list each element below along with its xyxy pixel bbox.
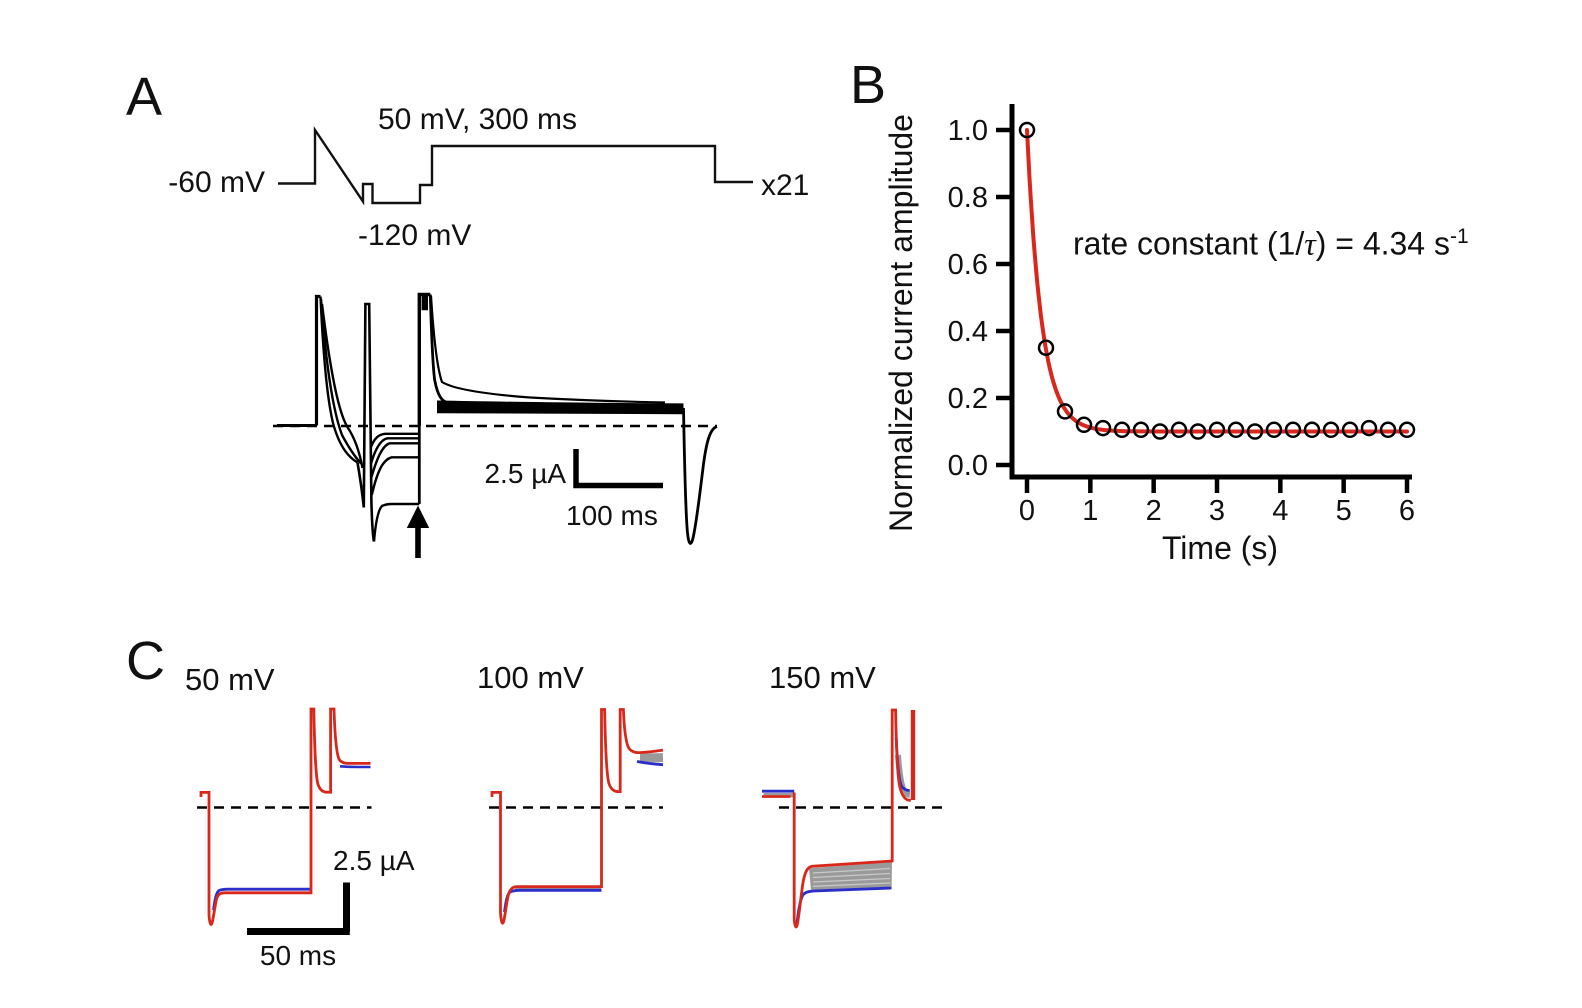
data-point	[1284, 421, 1302, 439]
data-point	[1341, 421, 1359, 439]
data-point	[1151, 423, 1169, 440]
panelA-scale-bar	[573, 449, 663, 489]
exponential-fit-line	[1025, 128, 1409, 434]
annotation-mid: ) = 4.34 s	[1315, 225, 1450, 262]
panel-label-b: B	[850, 55, 887, 115]
rate-constant-annotation: rate constant (1/τ) = 4.34 s-1	[1073, 226, 1469, 260]
data-point	[1018, 121, 1036, 139]
data-point	[1113, 421, 1131, 439]
steady-state-current-band	[437, 400, 684, 415]
data-point	[1037, 339, 1055, 357]
data-point	[1189, 423, 1207, 440]
trace-label-50mv: 50 mV	[185, 662, 275, 697]
hyperpolarization-label: -120 mV	[358, 219, 472, 252]
panelA-current-scale-label: 2.5 µA	[484, 458, 566, 489]
panel-label-a: A	[126, 67, 163, 127]
x-tick-label: 1	[1082, 495, 1098, 527]
data-point	[1265, 421, 1283, 439]
x-tick-label: 5	[1336, 495, 1352, 527]
trace-label-100mv: 100 mV	[477, 660, 584, 695]
holding-potential-label: -60 mV	[168, 166, 265, 199]
y-tick-label: 0.6	[948, 249, 988, 281]
data-point	[1227, 421, 1245, 439]
y-axis-title: Normalized current amplitude	[883, 114, 919, 532]
panelC-traces	[197, 707, 949, 935]
trace-label-150mv: 150 mV	[769, 660, 876, 695]
trace-50mV	[199, 707, 371, 926]
panelB-plot	[1018, 121, 1416, 440]
y-tick-label: 1.0	[948, 115, 988, 147]
data-point	[1398, 421, 1416, 439]
panelB-ticks: 0.0 0.2 0.4 0.6 0.8 1.0 0 1 2 3 4 5 6	[948, 115, 1415, 527]
panel-label-c: C	[126, 631, 165, 691]
data-point	[1303, 421, 1321, 439]
data-point	[1246, 423, 1264, 440]
stimulus-arrow-icon	[406, 505, 430, 558]
x-axis-title: Time (s)	[1161, 530, 1279, 566]
y-tick-label: 0.0	[948, 450, 988, 482]
x-tick-label: 0	[1019, 495, 1035, 527]
data-point	[1360, 419, 1378, 437]
tau-symbol: τ	[1304, 225, 1316, 262]
x-tick-label: 3	[1209, 495, 1225, 527]
data-point	[1132, 421, 1150, 439]
panelC-time-scale-label: 50 ms	[259, 940, 337, 971]
panelA-time-scale-label: 100 ms	[566, 500, 658, 531]
panelC-scale-bar	[247, 882, 350, 935]
x-tick-label: 6	[1399, 495, 1415, 527]
annotation-exponent: -1	[1449, 225, 1469, 248]
sweep-count-label: x21	[761, 169, 810, 202]
test-step-label: 50 mV, 300 ms	[378, 103, 577, 136]
panelB-axes	[1009, 104, 1412, 480]
panelC-current-scale-label: 2.5 µA	[333, 845, 415, 876]
annotation-prefix: rate constant (1/	[1073, 225, 1305, 262]
panelA-current-traces	[273, 292, 718, 545]
x-tick-label: 2	[1146, 495, 1162, 527]
data-point	[1322, 421, 1340, 439]
y-tick-label: 0.4	[948, 316, 988, 348]
data-point	[1170, 421, 1188, 439]
y-tick-label: 0.8	[948, 182, 988, 214]
trace-150mV	[762, 708, 916, 929]
data-point	[1094, 419, 1112, 437]
data-point	[1208, 421, 1226, 439]
voltage-protocol-waveform	[278, 126, 753, 206]
data-point	[1075, 416, 1093, 434]
data-point	[1379, 421, 1397, 439]
trace-100mV	[490, 708, 664, 925]
x-tick-label: 4	[1272, 495, 1288, 527]
y-tick-label: 0.2	[948, 383, 988, 415]
data-point	[1056, 403, 1074, 420]
